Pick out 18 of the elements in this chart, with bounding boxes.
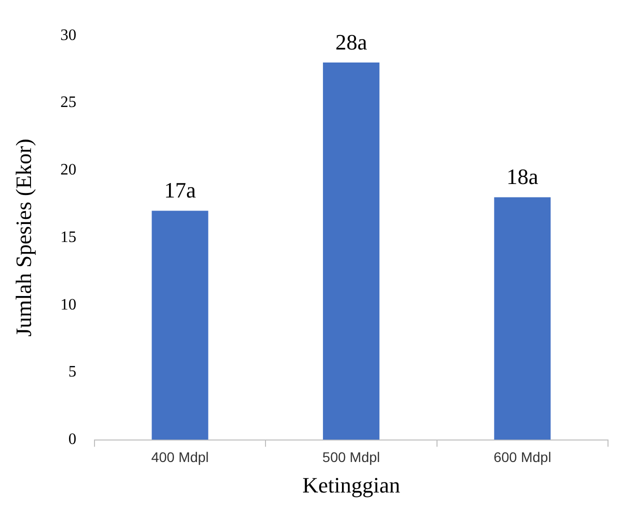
y-tick-label: 30: [60, 26, 76, 44]
data-label: 18a: [506, 164, 539, 190]
bar: [494, 197, 551, 440]
y-tick-label: 0: [68, 431, 76, 448]
x-tick-label: 400 Mdpl: [151, 449, 209, 466]
x-tick-label: 500 Mdpl: [322, 449, 380, 466]
y-tick-label: 25: [60, 94, 76, 112]
y-tick-label: 10: [60, 296, 76, 314]
y-tick-label: 15: [60, 228, 76, 246]
data-label: 28a: [335, 29, 368, 54]
x-axis-title: Ketinggian: [302, 472, 400, 498]
bar: [322, 62, 380, 440]
data-label: 17a: [164, 178, 196, 203]
y-tick-label: 20: [60, 162, 76, 179]
x-tick-label: 600 Mdpl: [494, 449, 552, 466]
y-tick-label: 5: [68, 364, 76, 381]
y-axis-title: Jumlah Spesies (Ekor): [10, 138, 36, 337]
bar: [152, 210, 208, 440]
